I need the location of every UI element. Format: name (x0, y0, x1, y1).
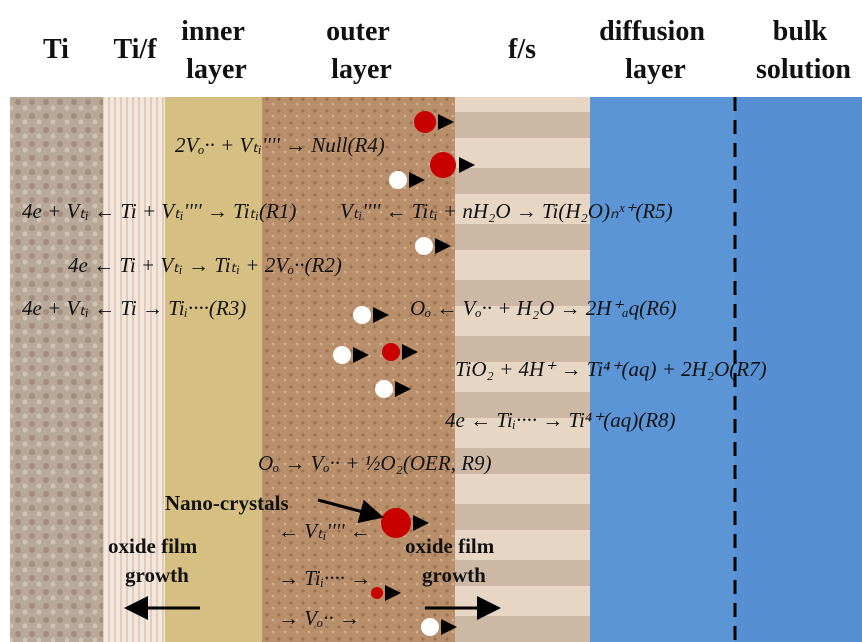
column-header: diffusion layer (599, 16, 705, 85)
column-header: bulk solution (749, 16, 851, 85)
reaction: Vₜᵢ'''' ← Tiₜᵢ + nH₂O → Ti(H₂O)ₙˣ⁺(R5) (340, 199, 673, 223)
reaction: 4e + Vₜᵢ ← Ti + Vₜᵢ'''' → Tiₜᵢ(R1) (22, 199, 296, 223)
reaction: 4e + Vₜᵢ ← Ti → Tiᵢ····(R3) (22, 296, 246, 320)
red-dot (382, 343, 400, 361)
tif-band (103, 97, 165, 642)
reaction: 4e ← Tiᵢ···· → Ti⁴⁺(aq)(R8) (445, 408, 676, 432)
white-dot (415, 237, 433, 255)
diagram: Nano-crystals oxide film growth oxide fi… (0, 0, 862, 642)
column-header: outer layer (324, 16, 392, 85)
reaction: → Tiᵢ···· → (278, 566, 371, 590)
red-dot (414, 111, 436, 133)
column-header: inner layer (179, 16, 247, 85)
reaction: → Vₒ·· → (278, 606, 360, 630)
red-dot (430, 152, 456, 178)
outer-band (262, 97, 455, 642)
column-header: f/s (508, 34, 536, 65)
red-dot (371, 587, 383, 599)
column-header: Ti/f (113, 34, 157, 65)
growth-label: growth (125, 563, 189, 587)
reaction: Oₒ → Vₒ·· + ½O₂(OER, R9) (258, 451, 492, 475)
white-dot (333, 346, 351, 364)
column-header: Ti (43, 34, 69, 65)
reaction: TiO₂ + 4H⁺ → Ti⁴⁺(aq) + 2H₂O(R7) (455, 357, 767, 381)
reaction: 2Vₒ·· + Vₜᵢ'''' → Null(R4) (175, 133, 385, 157)
inner-band (165, 97, 262, 642)
growth-label: oxide film (405, 534, 495, 558)
ti-band (10, 97, 103, 642)
growth-label: growth (422, 563, 486, 587)
white-dot (389, 171, 407, 189)
reaction: 4e ← Ti + Vₜᵢ → Tiₜᵢ + 2Vₒ··(R2) (68, 253, 342, 277)
white-dot (353, 306, 371, 324)
reaction: ← Vₜᵢ'''' ← (278, 519, 371, 543)
nano-label: Nano-crystals (165, 491, 289, 515)
reaction: Oₒ ← Vₒ·· + H₂O → 2H⁺ₐq(R6) (410, 296, 677, 320)
growth-label: oxide film (108, 534, 198, 558)
white-dot (375, 380, 393, 398)
white-dot (421, 618, 439, 636)
